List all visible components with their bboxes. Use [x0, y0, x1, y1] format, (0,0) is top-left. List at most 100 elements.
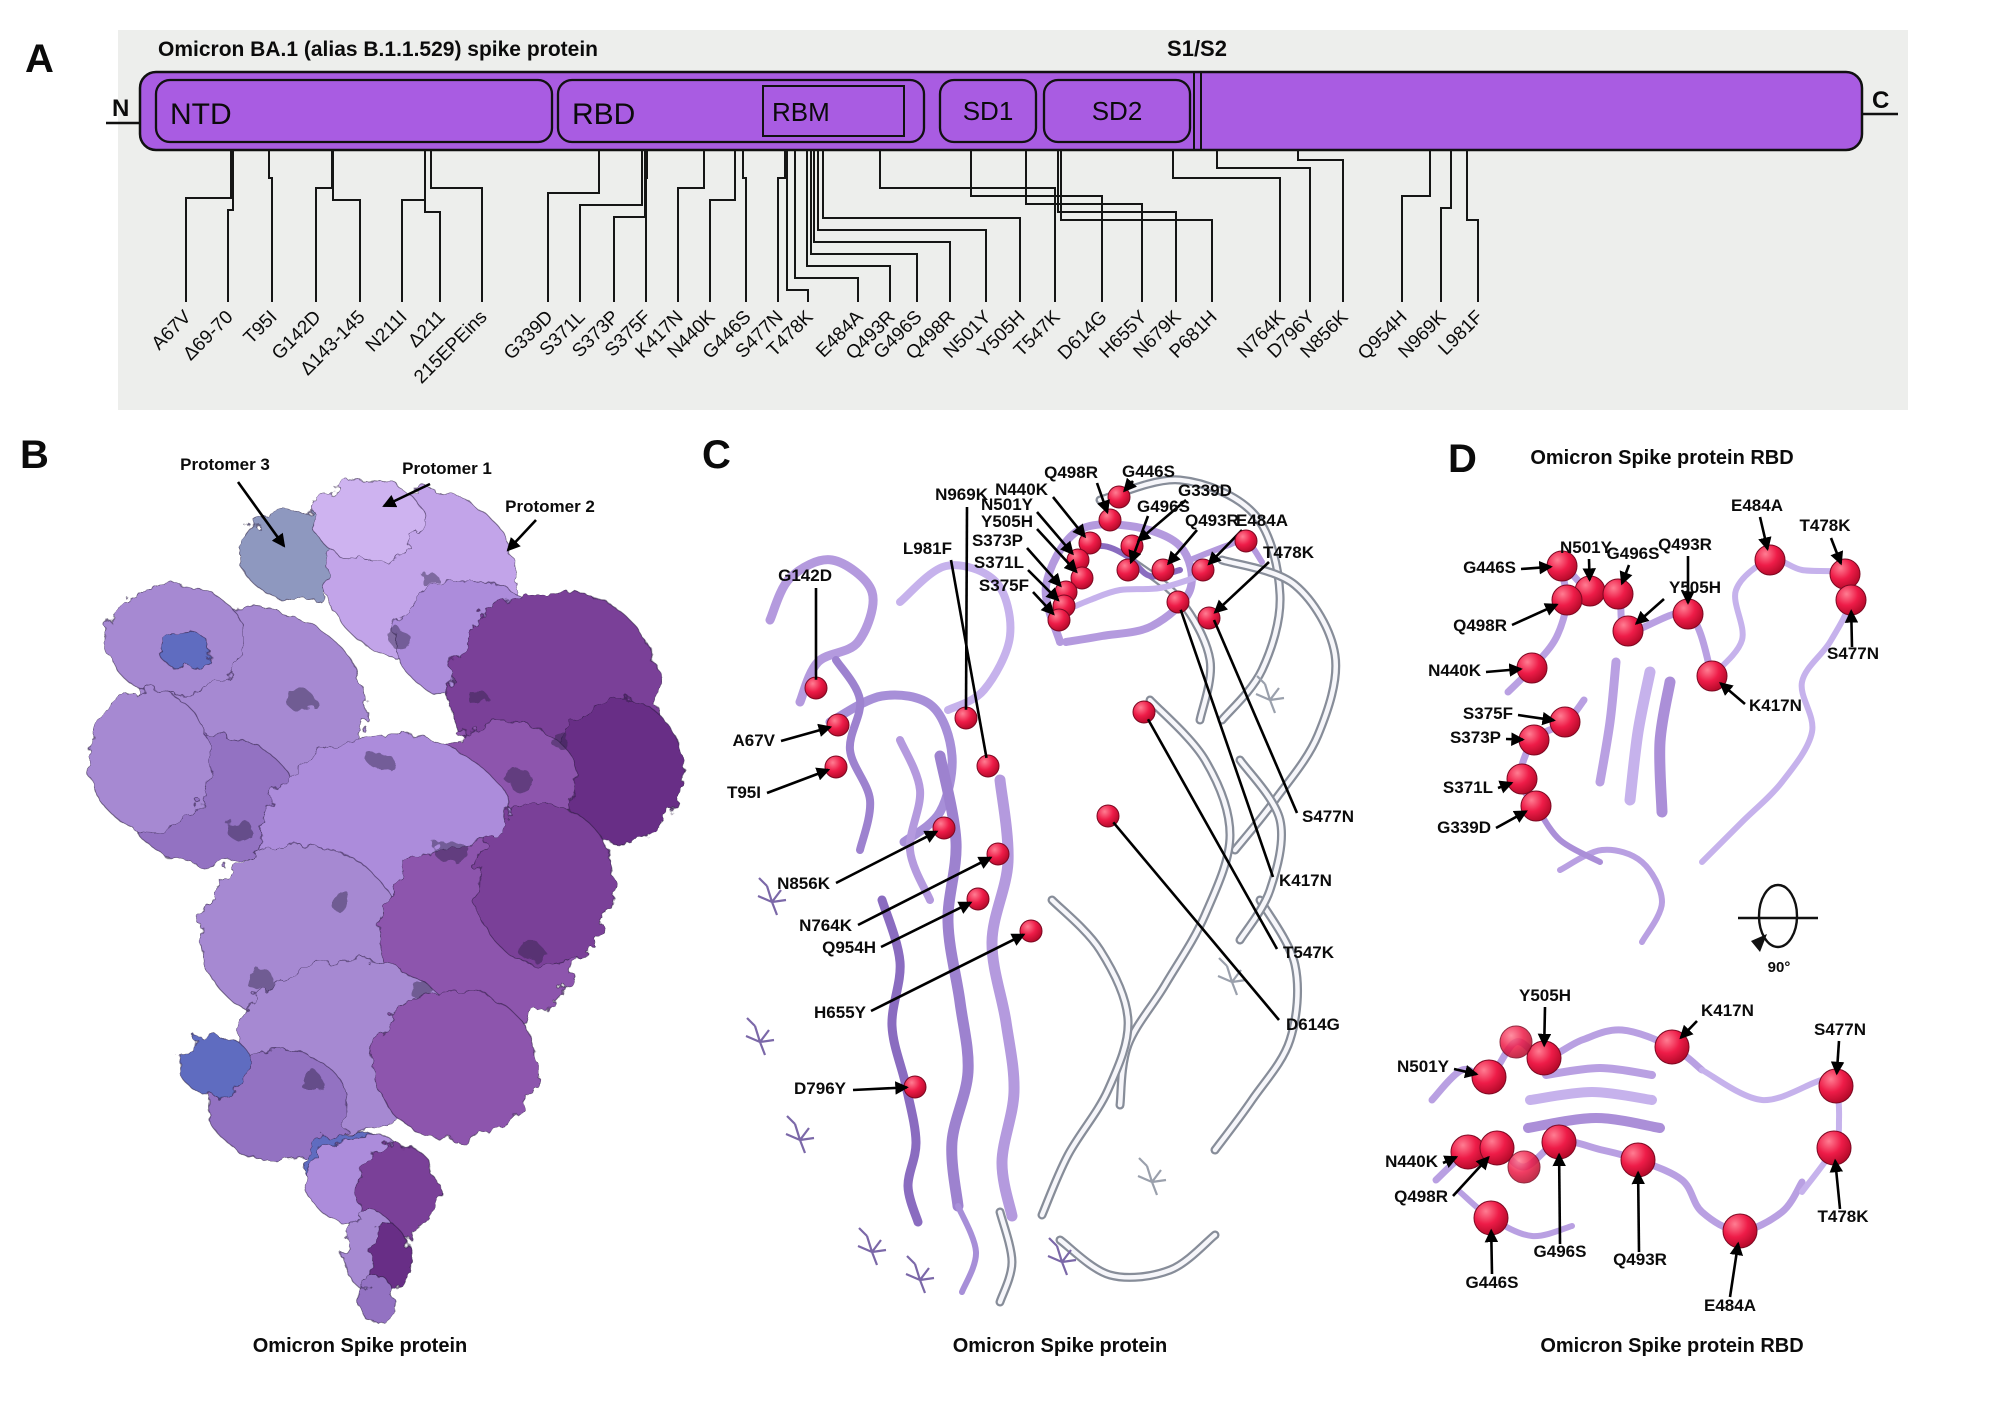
annotation-arrow	[1166, 529, 1198, 566]
mutation-sphere	[1450, 1134, 1486, 1170]
mutation-sphere	[1116, 558, 1140, 582]
annotation-arrow	[1095, 482, 1110, 515]
ghost-ribbon-highlight	[1057, 1232, 1218, 1280]
mutation-annotation-label: Protomer 1	[402, 459, 492, 478]
mutation-annotation-label: S477N	[1302, 807, 1354, 826]
annotation-arrow	[1829, 537, 1844, 566]
rbd-bottom-annotations: Y505H K417N S477N N501Y N440K Q498R G496S Q493R…	[1385, 986, 1869, 1315]
annotation-arrow	[1213, 561, 1270, 614]
colored-ribbon	[1059, 573, 1203, 615]
figure-title: Omicron BA.1 (alias B.1.1.529) spike pro…	[158, 38, 598, 61]
mutation-connector-line	[777, 150, 786, 302]
mutation-connector-line	[227, 150, 234, 302]
mutation-sphere	[1499, 1025, 1533, 1059]
annotation-arrow	[1212, 619, 1299, 814]
colored-ribbon	[955, 1203, 979, 1295]
ghost-ribbon-highlight	[1237, 757, 1284, 943]
ghost-ribbon	[1037, 895, 1133, 1220]
mutation-annotation-label: Q498R	[1453, 616, 1507, 635]
mutation-connector-line	[879, 150, 1056, 302]
mutation-annotation-label: S375F	[979, 576, 1029, 595]
annotation-arrow	[835, 830, 939, 885]
colored-ribbon	[832, 656, 875, 854]
protomer-density-blob	[358, 1275, 396, 1325]
mutation-sphere	[1620, 1142, 1656, 1178]
mutation-sphere	[1818, 1068, 1854, 1104]
annotation-arrow	[1051, 496, 1087, 539]
protomer-density-blob	[372, 989, 538, 1141]
protomer-density-blob	[474, 804, 616, 966]
mutation-sphere	[1471, 1059, 1507, 1095]
mutation-connector-line	[1466, 150, 1479, 302]
annotation-arrow	[1027, 569, 1060, 602]
annotation-arrow	[382, 482, 431, 508]
rbd-ribbon	[1557, 846, 1666, 945]
rbd-ribbon	[1504, 562, 1716, 696]
mutation-annotation-label: Q493R	[1613, 1250, 1667, 1269]
mutation-sphere	[966, 887, 990, 911]
mutation-sphere	[1549, 706, 1581, 738]
s1s2-cleavage-label: S1/S2	[1167, 36, 1227, 61]
annotation-arrow	[1128, 515, 1150, 565]
rbd-ribbon	[1654, 676, 1676, 818]
annotation-arrow	[1485, 663, 1523, 677]
mutation-connector-line	[1172, 150, 1281, 302]
mutation-annotation-label: S477N	[1827, 644, 1879, 663]
mutation-annotation-label: Q498R	[1394, 1187, 1448, 1206]
annotation-arrow	[1453, 1065, 1479, 1079]
mutation-connector-line	[1297, 150, 1344, 302]
mutation-sphere	[954, 706, 978, 730]
panel-d-letter: D	[1448, 437, 1477, 481]
domain-ntd-box	[154, 78, 554, 144]
mutation-annotation-label: Protomer 2	[505, 497, 595, 516]
rbd-ribbon	[1542, 1063, 1656, 1079]
panel-b-letter: B	[20, 433, 49, 477]
annotation-arrow	[1631, 1170, 1645, 1253]
mutation-connector-line	[742, 150, 747, 302]
mutation-connector-line	[786, 150, 809, 302]
glycan-sticks	[745, 675, 1285, 1294]
mutation-sphere	[1602, 578, 1634, 610]
annotation-arrow	[1452, 1155, 1490, 1197]
annotation-arrow	[1112, 821, 1280, 1021]
annotation-arrow	[1758, 516, 1772, 551]
mutation-connector-line	[970, 150, 1103, 302]
annotation-arrow	[880, 901, 973, 949]
annotation-arrow	[1719, 681, 1746, 705]
density-shadow	[328, 890, 352, 910]
mutation-annotation-label: T547K	[1283, 943, 1335, 962]
mutation-annotation-label: E484A	[1731, 496, 1783, 515]
mutation-sphere	[932, 816, 956, 840]
mutation-annotation-label: T478K	[1799, 516, 1851, 535]
mutation-annotation-label: S373P	[972, 531, 1023, 550]
density-shadow	[227, 819, 253, 841]
mutation-sphere	[804, 676, 828, 700]
annotation-arrow	[1495, 810, 1528, 830]
colored-ribbon	[825, 690, 957, 847]
mutation-sphere	[1541, 1124, 1577, 1160]
panel-d-caption: Omicron Spike protein RBD	[1540, 1335, 1803, 1357]
mutation-sphere	[1518, 724, 1550, 756]
domain-rbm-label: RBM	[772, 97, 830, 127]
mutation-annotation-label: Q498R	[1044, 463, 1098, 482]
mutation-sphere	[903, 1075, 927, 1099]
annotation-arrow	[1505, 732, 1525, 746]
annotation-arrow	[766, 767, 831, 795]
mutation-annotation-label: S373P	[1450, 728, 1501, 747]
density-shadow	[389, 631, 411, 649]
mutation-sphere	[826, 713, 850, 737]
mutation-annotation-label: N764K	[799, 916, 853, 935]
mutation-annotation-label: Protomer 3	[180, 455, 270, 474]
annotation-arrow	[506, 519, 537, 552]
annotation-arrow	[1829, 1158, 1844, 1210]
annotation-arrow	[857, 856, 993, 927]
rbd-ribbon	[1699, 1067, 1843, 1195]
glycan-stick	[1217, 957, 1247, 996]
annotation-arrow	[1619, 564, 1633, 586]
domain-sd1-label: SD1	[963, 96, 1014, 126]
protomer-annotations: Protomer 3 Protomer 1 Protomer 2	[180, 455, 595, 552]
mutation-annotation-label: G446S	[1463, 558, 1516, 577]
